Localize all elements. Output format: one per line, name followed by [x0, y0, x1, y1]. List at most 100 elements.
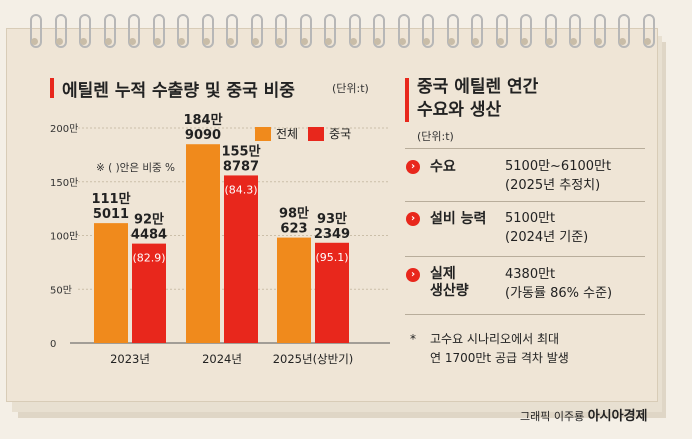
data-label: 4484: [131, 228, 167, 243]
data-label: 8787: [223, 159, 259, 174]
binding-hole: [643, 38, 651, 45]
row-capacity-note: (2024년 기준): [505, 230, 589, 245]
share-note: ※ ( )안은 비중 %: [96, 162, 175, 174]
credit-text: 그래픽 이주룡: [520, 410, 585, 423]
footnote-mark: *: [410, 332, 416, 346]
binding-hole: [496, 38, 504, 45]
chevron-right-icon: ›: [406, 212, 420, 226]
row-demand-value: 5100만~6100만t: [505, 159, 612, 174]
chart-legend: 전체 중국: [255, 125, 351, 142]
data-label: 155만: [221, 143, 260, 159]
footnote-line-1: 고수요 시나리오에서 최대: [430, 332, 560, 346]
spiral-ring: [544, 14, 557, 48]
data-label: 5011: [93, 207, 129, 222]
data-label: 111만: [91, 191, 130, 207]
data-label: 93만: [317, 211, 347, 227]
left-title-accent: [50, 78, 54, 98]
bar-china: [224, 175, 258, 343]
footnote-line-2: 연 1700만t 공급 격차 발생: [430, 351, 569, 365]
spiral-ring: [642, 14, 655, 48]
binding-hole: [619, 38, 626, 45]
spiral-ring: [520, 14, 532, 48]
spiral-ring: [422, 14, 434, 48]
binding-hole: [325, 38, 332, 45]
spiral-ring: [471, 14, 483, 48]
row-capacity-label: 설비 능력: [430, 211, 487, 227]
row-production-label-2: 생산량: [430, 283, 469, 299]
x-tick-label: 2023년: [110, 352, 150, 366]
data-label: 98만: [279, 206, 309, 222]
spiral-ring: [397, 14, 410, 48]
spiral-ring: [201, 14, 214, 48]
legend-swatch-china: [308, 126, 325, 141]
binding-hole: [178, 38, 185, 45]
spiral-ring: [177, 14, 189, 48]
binding-hole: [374, 38, 381, 45]
y-tick-label: 150만: [50, 177, 78, 189]
binding-hole: [570, 38, 577, 45]
spiral-ring: [275, 14, 287, 48]
row-production-label-1: 실제: [430, 266, 456, 282]
right-unit: (단위:t): [417, 130, 454, 143]
spiral-ring: [446, 14, 459, 48]
spiral-ring: [128, 14, 140, 48]
spiral-ring: [226, 14, 238, 48]
data-label: 184만: [183, 112, 222, 128]
bar-total: [186, 144, 220, 343]
spiral-binding: [30, 14, 670, 54]
binding-hole: [423, 38, 430, 45]
legend-label-china: 중국: [329, 127, 352, 141]
binding-hole: [202, 38, 210, 45]
bar-china: [132, 243, 166, 343]
binding-hole: [153, 38, 161, 45]
right-title-line1: 중국 에틸렌 연간: [417, 77, 539, 97]
data-label: 92만: [134, 212, 164, 228]
divider-3: [405, 256, 645, 257]
x-tick-label: 2025년(상반기): [273, 352, 354, 366]
spiral-ring: [569, 14, 581, 48]
row-demand-note: (2025년 추정치): [505, 178, 601, 193]
spiral-ring: [593, 14, 606, 48]
left-title: 에틸렌 누적 수출량 및 중국 비중: [62, 81, 295, 101]
left-unit: (단위:t): [332, 82, 369, 95]
row-production-value: 4380만t: [505, 267, 556, 282]
chevron-right-icon: ›: [406, 160, 420, 174]
binding-hole: [472, 38, 479, 45]
binding-hole: [545, 38, 553, 45]
binding-hole: [55, 38, 63, 45]
spiral-ring: [250, 14, 263, 48]
credit: 그래픽 이주룡 아시아경제: [520, 405, 648, 424]
binding-hole: [594, 38, 602, 45]
binding-hole: [276, 38, 283, 45]
legend-item-china: 중국: [308, 125, 351, 142]
legend-item-total: 전체: [255, 125, 298, 142]
bar-china: [315, 242, 349, 343]
binding-hole: [300, 38, 308, 45]
data-label: 9090: [185, 128, 221, 143]
row-demand-label: 수요: [430, 159, 456, 175]
chevron-right-icon: ›: [406, 268, 420, 282]
divider-2: [405, 201, 645, 202]
binding-hole: [251, 38, 259, 45]
right-title-line2: 수요와 생산: [417, 100, 502, 120]
legend-label-total: 전체: [276, 127, 299, 141]
row-production-note: (가동률 86% 수준): [505, 286, 613, 301]
spiral-ring: [299, 14, 312, 48]
share-label: (95.1): [315, 251, 348, 264]
legend-swatch-total: [255, 126, 271, 141]
binding-hole: [521, 38, 528, 45]
bar-total: [94, 223, 128, 343]
share-label: (82.9): [132, 252, 165, 265]
binding-hole: [129, 38, 136, 45]
spiral-ring: [348, 14, 361, 48]
divider-4: [405, 314, 645, 315]
y-tick-label: 200만: [50, 123, 78, 135]
spiral-ring: [54, 14, 67, 48]
data-label: 2349: [314, 227, 350, 242]
y-tick-label: 100만: [50, 231, 78, 243]
binding-hole: [31, 38, 38, 45]
y-tick-label: 0: [50, 339, 56, 350]
divider-1: [405, 148, 645, 149]
binding-hole: [227, 38, 234, 45]
